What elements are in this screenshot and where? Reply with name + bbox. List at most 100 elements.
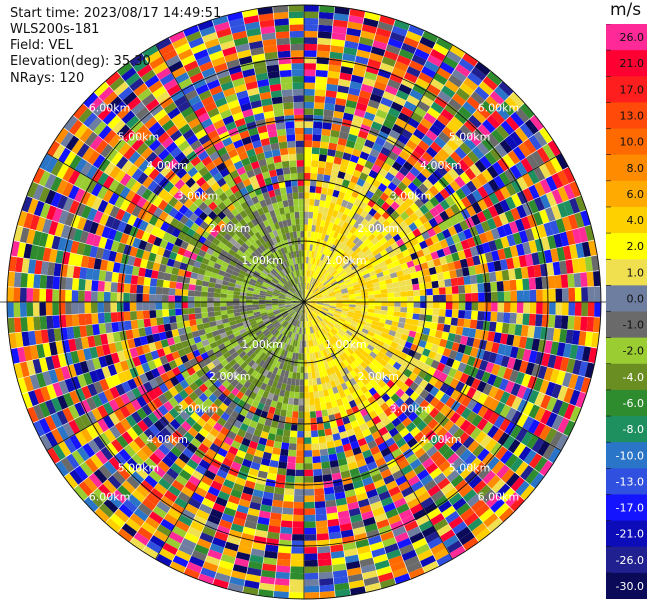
gate-cell	[175, 282, 183, 290]
gate-cell	[377, 276, 385, 282]
gate-cell	[32, 288, 40, 302]
gate-cell	[403, 226, 413, 235]
gate-cell	[348, 385, 356, 394]
gate-cell	[328, 330, 335, 338]
gate-cell	[329, 296, 337, 300]
gate-cell	[497, 365, 507, 378]
gate-cell	[367, 396, 377, 405]
gate-cell	[498, 171, 511, 186]
gate-cell	[551, 383, 562, 399]
gate-cell	[340, 213, 348, 222]
gate-cell	[307, 291, 312, 297]
gate-cell	[359, 186, 369, 196]
gate-cell	[472, 480, 487, 494]
gate-cell	[65, 302, 72, 315]
gate-cell	[433, 72, 448, 86]
gate-cell	[554, 315, 562, 329]
gate-cell	[439, 61, 455, 75]
gate-cell	[537, 440, 550, 457]
gate-cell	[333, 156, 343, 165]
gate-cell	[354, 411, 363, 420]
gate-cell	[313, 475, 323, 483]
gate-cell	[311, 153, 320, 161]
gate-cell	[308, 250, 312, 258]
gate-cell	[406, 284, 414, 291]
gate-cell	[379, 314, 387, 320]
gate-cell	[410, 324, 418, 332]
gate-cell	[356, 380, 365, 389]
gate-cell	[304, 385, 309, 393]
gate-cell	[548, 447, 562, 464]
gate-cell	[310, 300, 317, 302]
gate-cell	[429, 207, 440, 218]
gate-cell	[309, 244, 313, 251]
gate-cell	[325, 348, 331, 355]
gate-cell	[310, 411, 317, 418]
gate-cell	[374, 33, 390, 44]
gate-cell	[444, 375, 454, 386]
gate-cell	[293, 508, 304, 516]
gate-cell	[370, 445, 381, 456]
gate-cell	[284, 481, 295, 489]
gate-cell	[104, 312, 112, 323]
gate-cell	[395, 206, 405, 216]
gate-cell	[312, 462, 322, 470]
gate-cell	[470, 91, 485, 105]
gate-cell	[376, 397, 386, 407]
gate-cell	[468, 328, 477, 338]
gate-cell	[512, 358, 523, 372]
gate-cell	[347, 21, 363, 31]
gate-cell	[528, 404, 540, 419]
gate-cell	[403, 407, 414, 417]
gate-cell	[430, 101, 444, 114]
gate-cell	[358, 353, 367, 362]
gate-cell	[406, 66, 421, 78]
gate-cell	[376, 362, 385, 371]
gate-cell	[488, 178, 500, 192]
gate-cell	[136, 284, 144, 294]
gate-cell	[361, 350, 370, 358]
gate-cell	[328, 276, 335, 282]
gate-cell	[304, 231, 308, 238]
gate-cell	[561, 216, 572, 232]
gate-cell	[304, 553, 318, 561]
gate-cell	[156, 279, 164, 288]
gate-cell	[441, 263, 450, 273]
gate-cell	[503, 312, 511, 324]
gate-cell	[283, 494, 294, 502]
gate-cell	[374, 305, 382, 310]
gate-cell	[508, 268, 516, 280]
gate-cell	[547, 354, 557, 369]
gate-cell	[319, 313, 325, 319]
gate-cell	[308, 306, 314, 311]
gate-cell	[449, 214, 460, 226]
gate-cell	[314, 192, 321, 200]
gate-cell	[575, 391, 587, 408]
gate-cell	[330, 169, 339, 178]
gate-cell	[334, 150, 344, 159]
gate-cell	[162, 287, 170, 295]
gate-cell	[445, 236, 455, 247]
gate-cell	[436, 114, 450, 127]
gate-cell	[382, 241, 391, 250]
gate-cell	[436, 67, 452, 80]
gate-cell	[399, 312, 407, 318]
gate-cell	[39, 274, 48, 289]
gate-cell	[363, 337, 372, 345]
gate-cell	[312, 378, 318, 386]
gate-cell	[550, 431, 563, 447]
gate-cell	[479, 434, 492, 448]
gate-cell	[404, 197, 415, 207]
gate-cell	[317, 552, 331, 560]
gate-cell	[398, 459, 410, 470]
gate-cell	[475, 369, 485, 381]
gate-cell	[325, 214, 332, 223]
gate-cell	[492, 428, 505, 442]
gate-cell	[39, 316, 48, 330]
gate-cell	[297, 431, 304, 438]
gate-cell	[329, 303, 337, 306]
gate-cell	[562, 372, 573, 388]
gate-cell	[372, 316, 380, 322]
gate-cell	[361, 24, 377, 34]
gate-cell	[490, 281, 498, 292]
